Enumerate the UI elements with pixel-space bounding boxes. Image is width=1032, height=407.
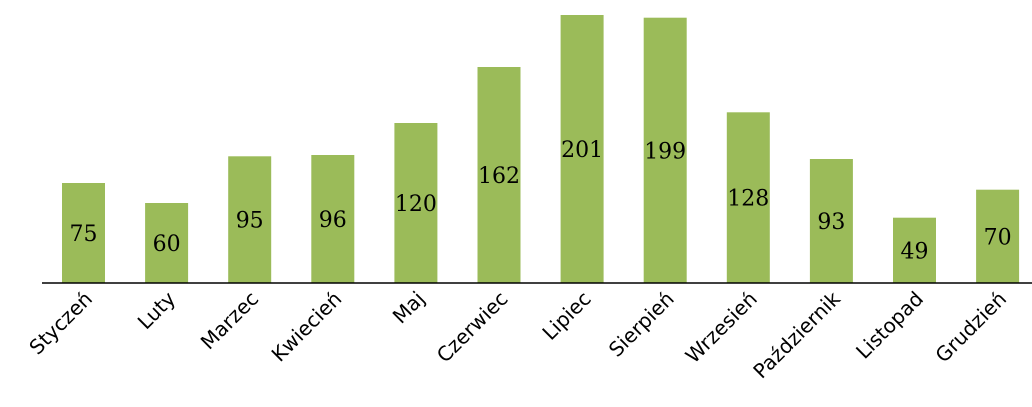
value-label-9: 128 <box>727 187 769 212</box>
value-label-3: 95 <box>236 209 264 234</box>
bar-11 <box>893 217 936 283</box>
bar-10 <box>809 159 853 283</box>
bar-9 <box>726 112 770 283</box>
category-label-4: Kwiecień <box>267 287 347 367</box>
value-label-1: 75 <box>70 222 98 247</box>
bar-5 <box>394 123 438 283</box>
value-label-11: 49 <box>901 239 929 264</box>
category-label-10: Październik <box>748 286 845 383</box>
bar-6 <box>477 67 521 283</box>
value-labels-group: 75 60 95 96 120 162 201 199 128 93 49 70 <box>70 138 1012 264</box>
bar-12 <box>976 189 1020 283</box>
value-label-7: 201 <box>561 138 603 163</box>
bar-8 <box>643 17 687 283</box>
bar-7 <box>560 15 604 283</box>
bar-3 <box>228 156 272 283</box>
value-label-5: 120 <box>395 192 437 217</box>
bars-group <box>62 15 1020 283</box>
category-label-5: Maj <box>388 287 430 329</box>
category-label-7: Lipiec <box>537 287 595 345</box>
value-label-6: 162 <box>478 164 520 189</box>
bar-2 <box>145 203 189 283</box>
category-label-6: Czerwiec <box>432 287 513 368</box>
value-label-12: 70 <box>984 225 1012 250</box>
category-label-2: Luty <box>133 286 181 334</box>
bar-1 <box>62 183 105 283</box>
category-label-8: Sierpień <box>604 287 679 362</box>
category-label-1: Styczeń <box>24 287 97 360</box>
category-label-12: Grudzień <box>930 287 1011 368</box>
value-label-2: 60 <box>153 232 181 257</box>
value-label-8: 199 <box>644 139 686 164</box>
bar-4 <box>311 155 355 283</box>
value-label-4: 96 <box>319 208 347 233</box>
category-label-9: Wrzesień <box>681 287 762 368</box>
category-label-11: Listopad <box>851 287 928 364</box>
value-label-10: 93 <box>817 210 845 235</box>
category-label-3: Marzec <box>196 287 264 355</box>
category-labels-group: Styczeń Luty Marzec Kwiecień Maj Czerwiec Lipi… <box>24 286 1011 383</box>
